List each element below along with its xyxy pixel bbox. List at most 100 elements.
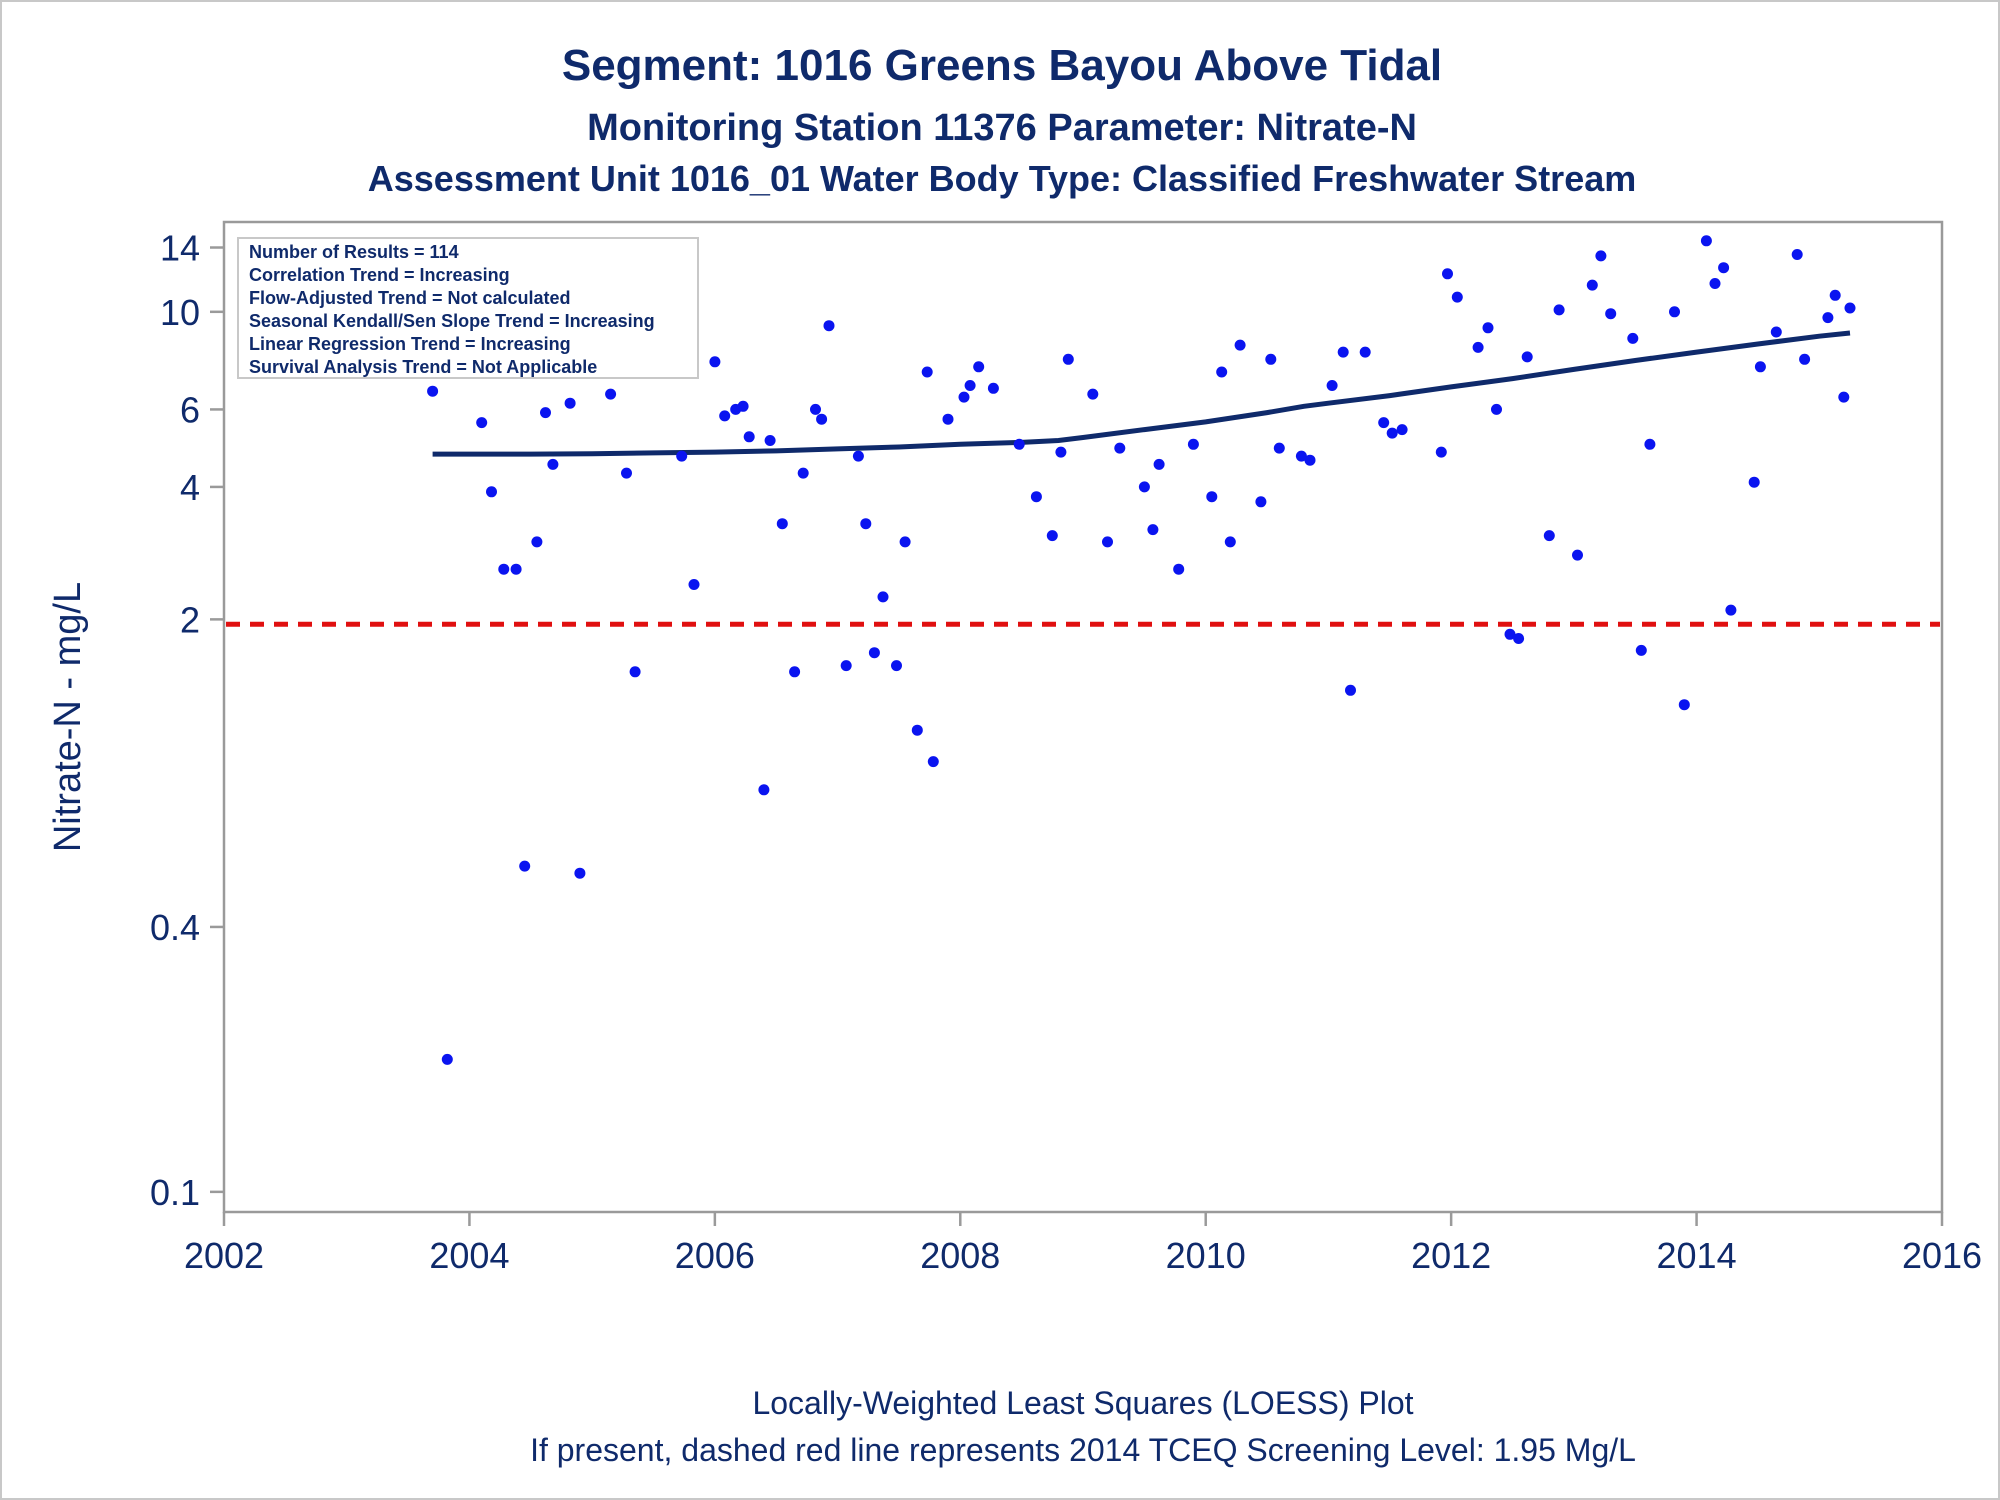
data-point (1273, 442, 1285, 454)
data-point (1087, 388, 1099, 400)
data-point (510, 563, 522, 575)
data-point (1187, 438, 1199, 450)
data-point (1791, 249, 1803, 260)
data-point (1013, 438, 1025, 450)
data-point (427, 385, 439, 397)
data-point (1138, 481, 1150, 493)
data-point (1822, 312, 1834, 324)
data-point (1451, 291, 1463, 303)
data-point (964, 380, 976, 391)
data-point (987, 382, 999, 394)
data-point (1669, 306, 1680, 318)
data-point (1472, 341, 1484, 353)
data-point (1829, 289, 1841, 301)
data-point (776, 518, 788, 530)
data-point (1491, 403, 1502, 415)
y-tick-label-10: 10 (160, 292, 200, 333)
x-tick-label-2010: 2010 (1166, 1235, 1246, 1276)
data-point (1770, 326, 1782, 338)
x-tick-label-2016: 2016 (1902, 1235, 1982, 1276)
data-point (676, 450, 688, 462)
data-point (891, 660, 902, 672)
data-point (758, 784, 770, 796)
data-point (1265, 353, 1277, 365)
data-point (1386, 427, 1398, 439)
data-points (427, 235, 1856, 1065)
data-point (605, 388, 617, 400)
data-point (764, 435, 776, 446)
data-point (688, 579, 700, 590)
data-point (868, 647, 880, 659)
data-point (1543, 530, 1555, 542)
data-point (1513, 633, 1525, 644)
chart-title: Segment: 1016 Greens Bayou Above Tidal (562, 41, 1442, 90)
y-axis: 0.1 0.4 2 4 6 10 14 (150, 228, 224, 1213)
footnote-screening: If present, dashed red line represents 2… (530, 1432, 1636, 1468)
data-point (1754, 361, 1766, 373)
data-point (840, 660, 852, 672)
data-point (1504, 628, 1516, 640)
data-point (911, 724, 923, 736)
data-point (629, 666, 641, 678)
data-point (1345, 684, 1356, 696)
stats-line: Correlation Trend = Increasing (249, 265, 510, 285)
data-point (1435, 446, 1447, 458)
data-point (486, 486, 497, 498)
stats-line: Linear Regression Trend = Increasing (249, 334, 571, 354)
data-point (498, 563, 510, 575)
data-point (1030, 491, 1042, 503)
data-point (942, 413, 954, 425)
data-point (958, 391, 970, 403)
data-point (1748, 476, 1760, 488)
data-point (927, 756, 939, 768)
data-point (1102, 536, 1113, 548)
loess-trend (432, 330, 1851, 457)
data-point (441, 1053, 453, 1065)
data-point (1062, 353, 1074, 365)
data-point (1678, 699, 1690, 711)
data-point (1359, 346, 1371, 358)
data-point (1725, 604, 1737, 616)
x-tick-label-2012: 2012 (1411, 1235, 1491, 1276)
plot-area (222, 220, 1944, 1214)
data-point (973, 361, 985, 373)
data-point (476, 417, 488, 429)
data-point (1482, 322, 1494, 334)
data-point (899, 536, 911, 548)
x-tick-label-2008: 2008 (920, 1235, 1000, 1276)
chart-subtitle-2: Assessment Unit 1016_01 Water Body Type:… (368, 158, 1637, 199)
data-point (1216, 366, 1228, 378)
data-point (719, 410, 731, 422)
data-point (1224, 536, 1236, 548)
data-point (797, 467, 809, 479)
data-point (1206, 491, 1218, 503)
data-point (877, 591, 889, 603)
data-point (1838, 391, 1850, 403)
data-point (709, 356, 721, 368)
data-point (540, 407, 551, 419)
data-point (1709, 278, 1721, 289)
chart-subtitle: Monitoring Station 11376 Parameter: Nitr… (587, 107, 1417, 149)
data-point (816, 413, 828, 425)
data-point (1304, 454, 1316, 466)
data-point (1326, 380, 1338, 391)
y-tick-label-4: 4 (180, 467, 200, 508)
y-tick-label-2: 2 (180, 599, 200, 640)
stats-line: Survival Analysis Trend = Not Applicable (249, 357, 597, 377)
data-point (1114, 442, 1126, 454)
data-point (1799, 353, 1811, 365)
data-point (1234, 339, 1246, 351)
data-point (621, 467, 632, 479)
y-tick-label-0.1: 0.1 (150, 1172, 200, 1213)
data-point (1378, 417, 1390, 429)
data-point (1844, 302, 1856, 314)
y-tick-label-14: 14 (160, 228, 200, 269)
data-point (743, 431, 755, 443)
data-point (789, 666, 801, 678)
data-point (1396, 424, 1408, 436)
data-point (1173, 563, 1185, 575)
data-point (1147, 524, 1159, 536)
data-point (1700, 235, 1712, 247)
